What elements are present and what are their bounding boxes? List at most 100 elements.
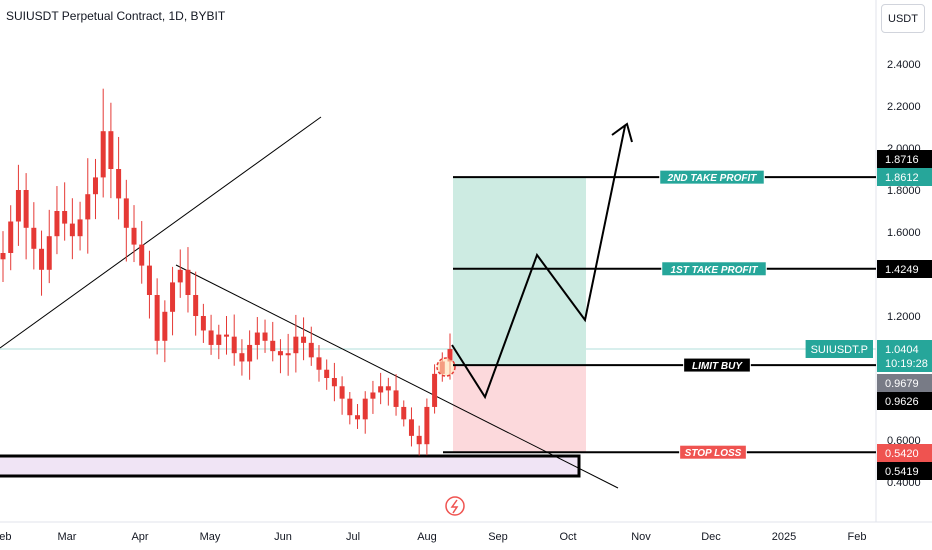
candle-body bbox=[416, 435, 422, 445]
candle-body bbox=[216, 334, 222, 345]
level-label: LIMIT BUY bbox=[692, 361, 743, 372]
candle-body bbox=[254, 332, 260, 345]
level-label-bg bbox=[661, 261, 767, 277]
level-label-bg bbox=[679, 444, 747, 460]
candle-body bbox=[424, 406, 430, 445]
price-tag-bg bbox=[877, 392, 932, 410]
candle-body bbox=[408, 419, 414, 436]
candle-body bbox=[162, 311, 168, 341]
x-tick-label: Oct bbox=[559, 531, 576, 543]
candle-body bbox=[277, 351, 283, 356]
x-tick-label: Jul bbox=[346, 531, 360, 543]
candle-body bbox=[316, 357, 322, 370]
price-tag-bg bbox=[877, 374, 932, 392]
candle-body bbox=[69, 223, 75, 237]
candle-body bbox=[31, 227, 37, 249]
candle-body bbox=[8, 221, 14, 253]
candle-body bbox=[432, 373, 438, 407]
falling-trendline bbox=[175, 264, 619, 489]
candle-body bbox=[301, 336, 307, 343]
candle-body bbox=[324, 369, 330, 378]
candle-body bbox=[154, 295, 160, 341]
projected-path-arrowhead bbox=[611, 122, 633, 143]
y-tick-label: 2.4000 bbox=[887, 59, 921, 71]
candle-body bbox=[339, 386, 345, 399]
price-tag-value: 1.8716 bbox=[885, 154, 919, 166]
candle-body bbox=[85, 194, 91, 220]
price-tag-bg bbox=[877, 168, 932, 186]
symbol-tag-bg bbox=[805, 340, 873, 358]
candle-body bbox=[362, 398, 368, 420]
price-tag-countdown: 10:19:28 bbox=[885, 358, 928, 370]
candle-body bbox=[77, 219, 83, 237]
x-tick-label: Sep bbox=[488, 531, 508, 543]
stop-loss-zone bbox=[453, 365, 586, 453]
candle-body bbox=[401, 406, 407, 420]
candle-body bbox=[347, 398, 353, 416]
chart-title: SUIUSDT Perpetual Contract, 1D, BYBIT bbox=[6, 9, 226, 23]
candle-body bbox=[285, 353, 291, 356]
candle-body bbox=[15, 190, 21, 222]
x-tick-label: May bbox=[200, 531, 221, 543]
level-label: 2ND TAKE PROFIT bbox=[667, 173, 758, 184]
rising-trendline bbox=[0, 116, 322, 349]
take-profit-zone bbox=[453, 177, 586, 366]
candle-body bbox=[100, 131, 106, 178]
support-zone-box bbox=[0, 454, 581, 478]
price-tag-value: 0.9679 bbox=[885, 378, 919, 390]
x-tick-label: Dec bbox=[701, 531, 721, 543]
price-tag-value: 0.5420 bbox=[885, 448, 919, 460]
entry-marker-circle bbox=[436, 357, 456, 377]
price-tag-value: 0.5419 bbox=[885, 466, 919, 478]
candle-body bbox=[170, 282, 176, 312]
candle-body bbox=[193, 295, 199, 316]
lightning-icon bbox=[450, 499, 459, 514]
price-tag-bg bbox=[877, 260, 932, 278]
price-tag-bg bbox=[877, 150, 932, 168]
price-tag-bg bbox=[877, 340, 932, 372]
candle-body bbox=[293, 336, 299, 354]
candle-body bbox=[23, 190, 29, 228]
y-tick-label: 1.2000 bbox=[887, 311, 921, 323]
level-label: 1ST TAKE PROFIT bbox=[670, 265, 758, 276]
price-tag-value: 1.0404 bbox=[885, 344, 919, 356]
candle-body bbox=[185, 269, 191, 295]
candle-body bbox=[46, 236, 52, 270]
x-tick-label: Feb bbox=[0, 531, 11, 543]
candle-body bbox=[378, 386, 384, 393]
x-tick-label: 2025 bbox=[772, 531, 796, 543]
x-tick-label: Aug bbox=[417, 531, 437, 543]
candle-body bbox=[385, 386, 391, 391]
currency-button[interactable]: USDT bbox=[881, 4, 925, 33]
candle-body bbox=[139, 244, 145, 266]
candle-body bbox=[208, 330, 214, 345]
level-label: STOP LOSS bbox=[685, 448, 742, 459]
projected-path bbox=[451, 125, 626, 400]
candle-body bbox=[39, 248, 45, 270]
event-icon bbox=[445, 496, 465, 516]
candle-body bbox=[355, 415, 361, 420]
candle-body bbox=[331, 378, 337, 387]
y-tick-label: 2.2000 bbox=[887, 101, 921, 113]
y-tick-label: 1.8000 bbox=[887, 185, 921, 197]
candle-body bbox=[239, 353, 245, 362]
candle-body bbox=[131, 227, 137, 245]
symbol-tag-label: SUIUSDT.P bbox=[811, 344, 868, 356]
x-tick-label: Jun bbox=[274, 531, 292, 543]
price-tag-value: 1.8612 bbox=[885, 172, 919, 184]
price-tag-value: 0.9626 bbox=[885, 396, 919, 408]
candle-body bbox=[200, 316, 206, 331]
candle-body bbox=[108, 131, 114, 169]
candle-body bbox=[224, 334, 229, 337]
y-tick-label: 1.6000 bbox=[887, 227, 921, 239]
candle-body bbox=[231, 336, 237, 354]
candle-body bbox=[62, 211, 68, 224]
candle-body bbox=[262, 332, 268, 341]
candle-body bbox=[92, 177, 98, 195]
candle-body bbox=[54, 211, 60, 237]
candle-body bbox=[447, 349, 453, 362]
x-tick-label: Apr bbox=[131, 531, 148, 543]
price-tag-bg bbox=[877, 444, 932, 462]
